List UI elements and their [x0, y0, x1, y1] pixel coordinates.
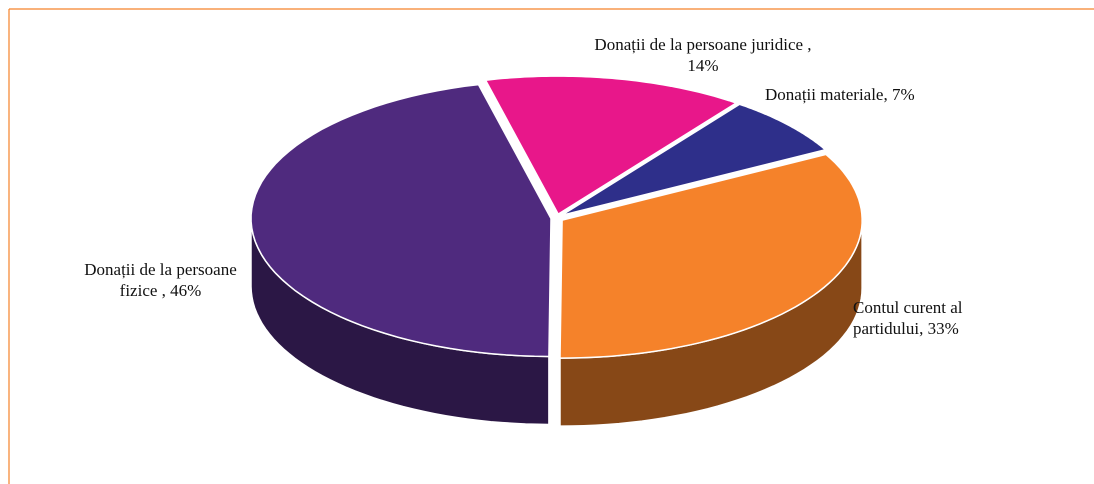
slice-label: Donații materiale, 7%: [765, 85, 915, 104]
slice: [559, 153, 863, 359]
slice-label: Donații de la persoane fizice , 46%: [84, 260, 237, 300]
slice: [484, 75, 738, 216]
slice: [250, 83, 552, 358]
slice: [561, 103, 828, 217]
slice-label: Contul curent al partidului, 33%: [853, 298, 963, 338]
slice-label: Donații de la persoane juridice , 14%: [594, 35, 812, 75]
